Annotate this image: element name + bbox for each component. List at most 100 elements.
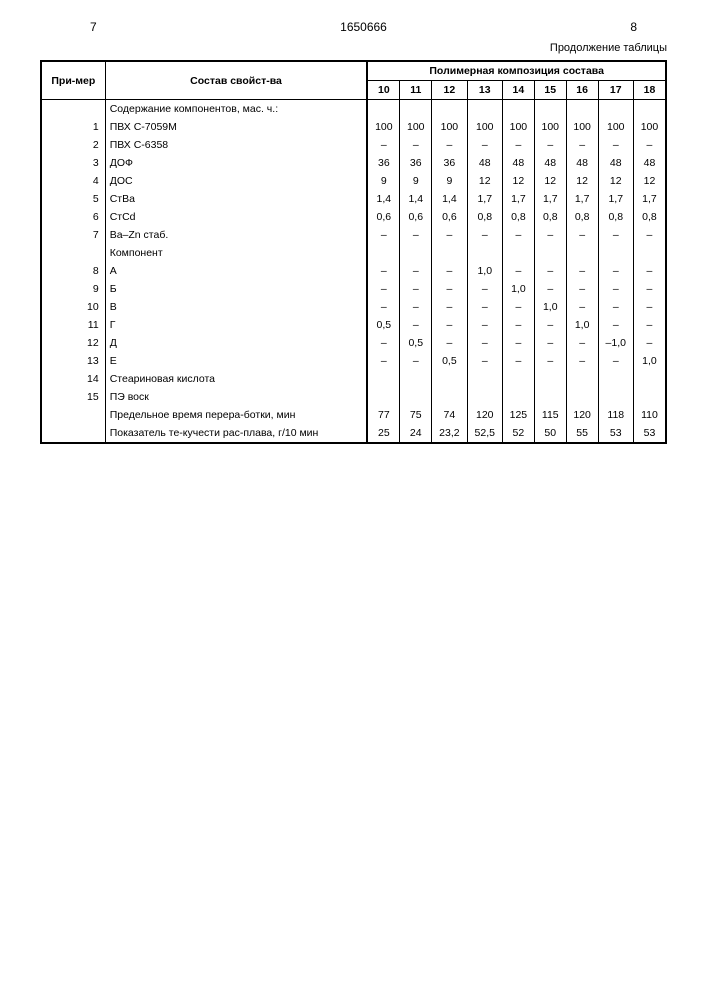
cell: [467, 388, 502, 406]
cell: [502, 100, 534, 119]
row-label: СтCd: [105, 208, 367, 226]
cell: –: [534, 226, 566, 244]
cell: 0,8: [502, 208, 534, 226]
row-number: 5: [41, 190, 105, 208]
col-header-10: 10: [367, 81, 399, 100]
cell: –: [566, 280, 598, 298]
cell: [502, 244, 534, 262]
row-number: 11: [41, 316, 105, 334]
cell: 1,7: [566, 190, 598, 208]
row-label: Предельное время перера-ботки, мин: [105, 406, 367, 424]
cell: 0,8: [598, 208, 633, 226]
cell: 23,2: [432, 424, 467, 443]
row-label: ПЭ воск: [105, 388, 367, 406]
cell: [566, 388, 598, 406]
row-number: 1: [41, 118, 105, 136]
cell: [534, 244, 566, 262]
cell: 120: [467, 406, 502, 424]
cell: [566, 100, 598, 119]
cell: –: [566, 262, 598, 280]
table-row: 14Стеариновая кислота: [41, 370, 666, 388]
cell: –: [633, 136, 666, 154]
row-number: 9: [41, 280, 105, 298]
table-row: 15ПЭ воск: [41, 388, 666, 406]
cell: 0,6: [432, 208, 467, 226]
cell: 100: [566, 118, 598, 136]
cell: [534, 100, 566, 119]
cell: –: [400, 226, 432, 244]
cell: –: [367, 262, 399, 280]
cell: –: [566, 136, 598, 154]
row-number: 2: [41, 136, 105, 154]
cell: 1,0: [633, 352, 666, 370]
table-row: 1ПВХ С-7059М100100100100100100100100100: [41, 118, 666, 136]
cell: 100: [633, 118, 666, 136]
cell: 1,0: [467, 262, 502, 280]
cell: –: [467, 226, 502, 244]
cell: 0,5: [400, 334, 432, 352]
cell: 48: [502, 154, 534, 172]
cell: 110: [633, 406, 666, 424]
row-label: ДОС: [105, 172, 367, 190]
cell: 50: [534, 424, 566, 443]
cell: 1,0: [502, 280, 534, 298]
cell: –: [598, 226, 633, 244]
cell: 115: [534, 406, 566, 424]
cell: –: [534, 262, 566, 280]
cell: 55: [566, 424, 598, 443]
cell: –: [367, 226, 399, 244]
cell: 0,8: [467, 208, 502, 226]
table-row: 13Е––0,5–––––1,0: [41, 352, 666, 370]
cell: 0,8: [566, 208, 598, 226]
cell: 118: [598, 406, 633, 424]
cell: –: [367, 136, 399, 154]
row-number: [41, 406, 105, 424]
cell: 120: [566, 406, 598, 424]
row-label: СтВа: [105, 190, 367, 208]
row-label: Г: [105, 316, 367, 334]
cell: [432, 370, 467, 388]
cell: –: [633, 298, 666, 316]
cell: 53: [598, 424, 633, 443]
table-row: 7Ва–Zn стаб.–––––––––: [41, 226, 666, 244]
cell: 1,0: [566, 316, 598, 334]
row-number: 10: [41, 298, 105, 316]
row-label: В: [105, 298, 367, 316]
cell: 1,4: [432, 190, 467, 208]
col-header-16: 16: [566, 81, 598, 100]
cell: 24: [400, 424, 432, 443]
cell: 75: [400, 406, 432, 424]
cell: –: [598, 352, 633, 370]
cell: 53: [633, 424, 666, 443]
row-label: ПВХ С-6358: [105, 136, 367, 154]
col-header-15: 15: [534, 81, 566, 100]
cell: –: [598, 262, 633, 280]
cell: [502, 370, 534, 388]
cell: –: [598, 316, 633, 334]
row-label: Показатель те-кучести рас-плава, г/10 ми…: [105, 424, 367, 443]
cell: –: [367, 298, 399, 316]
cell: 100: [467, 118, 502, 136]
cell: –: [534, 280, 566, 298]
col-header-12: 12: [432, 81, 467, 100]
table-row: Предельное время перера-ботки, мин777574…: [41, 406, 666, 424]
cell: –: [534, 136, 566, 154]
cell: –: [534, 352, 566, 370]
table-row: 6СтCd0,60,60,60,80,80,80,80,80,8: [41, 208, 666, 226]
row-number: 13: [41, 352, 105, 370]
page-right: 8: [630, 20, 637, 34]
row-label: Стеариновая кислота: [105, 370, 367, 388]
cell: [467, 100, 502, 119]
cell: –: [467, 316, 502, 334]
cell: 9: [367, 172, 399, 190]
col-header-11: 11: [400, 81, 432, 100]
cell: –: [598, 280, 633, 298]
cell: 9: [400, 172, 432, 190]
cell: 48: [467, 154, 502, 172]
cell: 1,7: [598, 190, 633, 208]
cell: 100: [502, 118, 534, 136]
cell: 12: [598, 172, 633, 190]
cell: 1,7: [502, 190, 534, 208]
cell: –: [432, 136, 467, 154]
cell: –: [400, 280, 432, 298]
